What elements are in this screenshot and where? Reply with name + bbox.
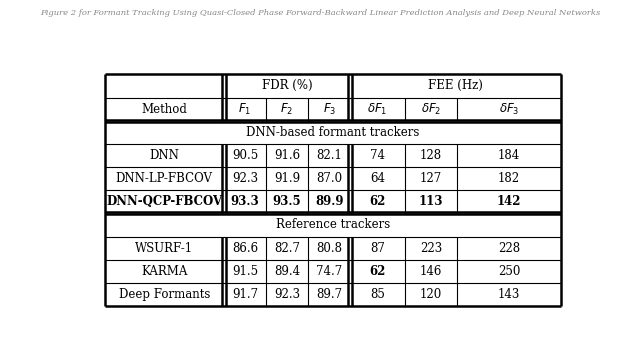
Text: 113: 113 [419, 195, 443, 208]
Text: $\delta F_1$: $\delta F_1$ [367, 102, 388, 117]
Text: WSURF-1: WSURF-1 [135, 241, 193, 255]
Text: Deep Formants: Deep Formants [118, 288, 210, 301]
Text: KARMA: KARMA [141, 265, 188, 278]
Text: Method: Method [141, 103, 188, 116]
Text: 120: 120 [420, 288, 442, 301]
Text: DNN: DNN [149, 149, 179, 162]
Text: 85: 85 [370, 288, 385, 301]
Text: 223: 223 [420, 241, 442, 255]
Text: $F_1$: $F_1$ [238, 102, 252, 117]
Text: 90.5: 90.5 [232, 149, 258, 162]
Text: DNN-based formant trackers: DNN-based formant trackers [246, 126, 420, 139]
Text: 80.8: 80.8 [316, 241, 342, 255]
Text: 74.7: 74.7 [316, 265, 342, 278]
Text: 128: 128 [420, 149, 442, 162]
Text: 143: 143 [498, 288, 520, 301]
Text: Figure 2 for Formant Tracking Using Quasi-Closed Phase Forward-Backward Linear P: Figure 2 for Formant Tracking Using Quas… [40, 9, 600, 17]
Text: 142: 142 [497, 195, 522, 208]
Text: $F_3$: $F_3$ [323, 102, 336, 117]
Text: 89.4: 89.4 [274, 265, 300, 278]
Text: FEE (Hz): FEE (Hz) [428, 79, 483, 92]
Text: 91.5: 91.5 [232, 265, 258, 278]
Text: $\delta F_3$: $\delta F_3$ [499, 102, 519, 117]
Text: $F_2$: $F_2$ [280, 102, 294, 117]
Text: 91.7: 91.7 [232, 288, 258, 301]
Text: 64: 64 [370, 172, 385, 185]
Text: 127: 127 [420, 172, 442, 185]
Text: 184: 184 [498, 149, 520, 162]
Text: 87: 87 [370, 241, 385, 255]
Text: 250: 250 [498, 265, 520, 278]
Text: $\delta F_2$: $\delta F_2$ [420, 102, 441, 117]
Text: 92.3: 92.3 [274, 288, 300, 301]
Text: 93.5: 93.5 [273, 195, 301, 208]
Text: 82.1: 82.1 [316, 149, 342, 162]
Text: 87.0: 87.0 [316, 172, 342, 185]
Text: Reference trackers: Reference trackers [276, 218, 390, 231]
Text: 91.6: 91.6 [274, 149, 300, 162]
Text: 91.9: 91.9 [274, 172, 300, 185]
Text: 89.7: 89.7 [316, 288, 342, 301]
Text: DNN-LP-FBCOV: DNN-LP-FBCOV [116, 172, 213, 185]
Text: 62: 62 [369, 265, 386, 278]
Text: FDR (%): FDR (%) [262, 79, 312, 92]
Text: 146: 146 [420, 265, 442, 278]
Text: DNN-QCP-FBCOV: DNN-QCP-FBCOV [106, 195, 222, 208]
Text: 86.6: 86.6 [232, 241, 258, 255]
Text: 82.7: 82.7 [274, 241, 300, 255]
Text: 182: 182 [498, 172, 520, 185]
Text: 89.9: 89.9 [315, 195, 344, 208]
Text: 62: 62 [369, 195, 386, 208]
Text: 92.3: 92.3 [232, 172, 258, 185]
Text: 74: 74 [370, 149, 385, 162]
Text: 228: 228 [498, 241, 520, 255]
Text: 93.3: 93.3 [230, 195, 259, 208]
